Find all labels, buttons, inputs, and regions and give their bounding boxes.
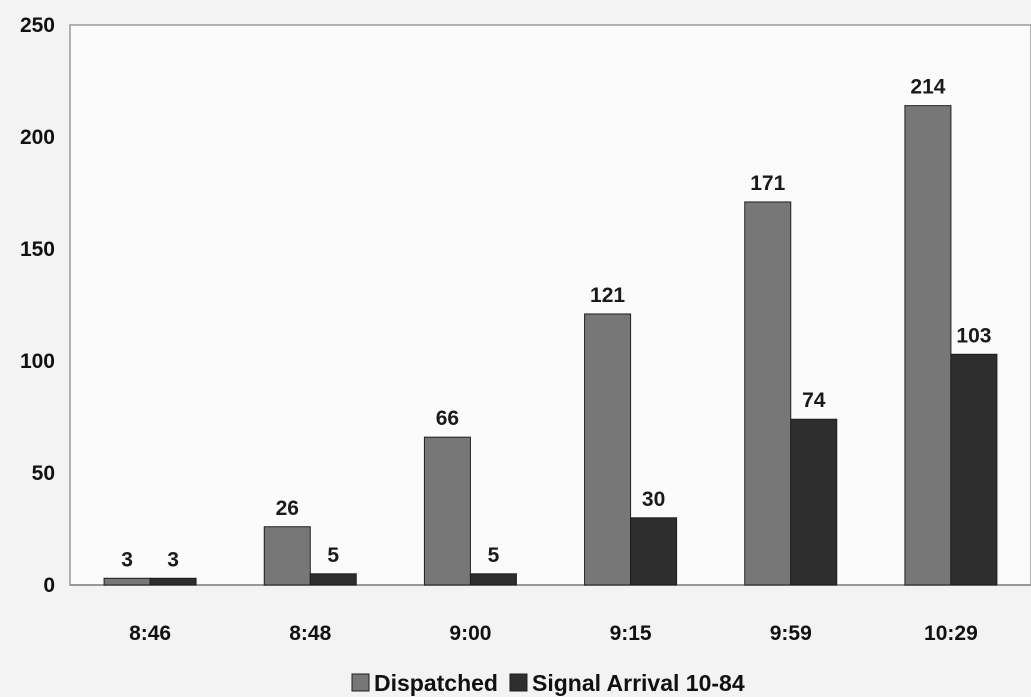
y-tick-label: 0	[43, 574, 55, 597]
legend-label: Signal Arrival 10-84	[532, 670, 745, 696]
plot-area	[69, 24, 1031, 586]
y-tick-label: 250	[20, 14, 55, 37]
data-label: 26	[276, 497, 299, 520]
x-tick-label: 9:00	[449, 622, 491, 645]
bar-signal-arrival	[790, 418, 838, 586]
bar-dispatched	[584, 313, 632, 586]
bars	[103, 105, 998, 586]
data-label: 103	[956, 324, 991, 347]
x-tick-label: 8:46	[129, 622, 171, 645]
data-label: 214	[910, 76, 945, 99]
y-tick-label: 200	[20, 126, 55, 149]
bar-dispatched	[103, 577, 151, 586]
bar-dispatched	[904, 105, 952, 586]
data-label: 74	[802, 389, 826, 412]
y-tick-label: 100	[20, 350, 55, 373]
data-label: 30	[642, 488, 665, 511]
data-label: 66	[436, 407, 459, 430]
legend-label: Dispatched	[374, 670, 498, 696]
data-label: 3	[167, 548, 179, 571]
data-label: 5	[488, 544, 500, 567]
bar-signal-arrival	[309, 573, 357, 586]
bar-signal-arrival	[469, 573, 517, 586]
bar-signal-arrival	[149, 577, 197, 586]
legend-swatch	[351, 673, 370, 692]
bar-dispatched	[423, 436, 471, 586]
x-tick-label: 8:48	[289, 622, 331, 645]
x-tick-label: 9:59	[770, 622, 812, 645]
bar-signal-arrival	[950, 353, 998, 586]
y-tick-label: 50	[32, 462, 55, 485]
legend-swatch	[509, 673, 528, 692]
data-label: 121	[590, 284, 625, 307]
data-label: 3	[121, 548, 133, 571]
data-label: 5	[327, 544, 339, 567]
bar-signal-arrival	[630, 517, 678, 586]
bar-dispatched	[263, 526, 311, 586]
y-tick-label: 150	[20, 238, 55, 261]
x-axis-ticks: 8:46 8:48 9:00 9:15 9:59 10:29	[129, 622, 978, 645]
x-tick-label: 9:15	[610, 622, 652, 645]
legend: Dispatched Signal Arrival 10-84	[351, 670, 745, 696]
data-labels: 3 3 26 5 66 5 121 30 171 74 214 103	[121, 76, 991, 572]
data-label: 171	[750, 172, 785, 195]
y-axis-ticks: 0 50 100 150 200 250	[20, 14, 55, 597]
x-tick-label: 10:29	[924, 622, 978, 645]
bar-dispatched	[744, 201, 792, 586]
